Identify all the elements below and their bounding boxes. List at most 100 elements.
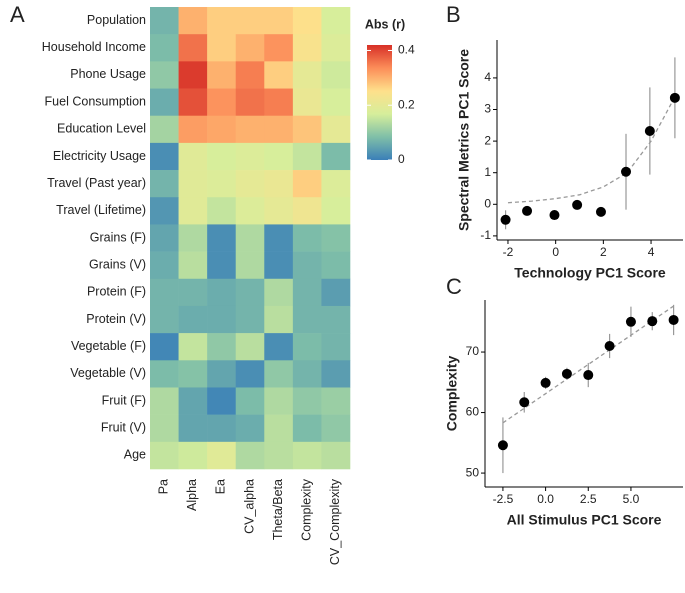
row-label: Electricity Usage: [53, 149, 146, 163]
colorbar-tick-label: 0.4: [398, 43, 415, 57]
heatmap-cell: [150, 441, 179, 470]
heatmap-cell: [292, 333, 322, 361]
column-label: Alpha: [185, 479, 199, 511]
heatmap-cell: [207, 251, 237, 280]
colorbar-tick-label: 0.2: [398, 97, 415, 111]
heatmap-cell: [178, 197, 208, 225]
data-point: [572, 199, 583, 210]
heatmap-cell: [321, 61, 351, 89]
y-tick-label: 3: [484, 102, 491, 116]
y-axis-label: Complexity: [444, 356, 460, 432]
heatmap-cell: [292, 88, 322, 117]
row-label: Grains (V): [89, 257, 146, 271]
data-point: [519, 397, 530, 408]
data-point: [668, 314, 679, 325]
heatmap-cell: [150, 34, 179, 62]
heatmap-cell: [150, 142, 179, 171]
heatmap-cell: [321, 88, 351, 117]
row-label: Fruit (F): [102, 393, 146, 407]
heatmap-cell: [264, 61, 294, 89]
heatmap-cell: [178, 7, 208, 35]
heatmap-cell: [264, 278, 294, 307]
y-tick-label: 1: [484, 165, 491, 179]
heatmap-cell: [264, 387, 294, 415]
heatmap-cell: [264, 197, 294, 225]
heatmap-cell: [264, 333, 294, 361]
heatmap-cell: [235, 278, 265, 307]
heatmap-cell: [150, 305, 179, 334]
heatmap-cell: [235, 441, 265, 470]
heatmap-cell: [264, 170, 294, 198]
data-point: [540, 377, 551, 388]
row-label: Population: [87, 13, 146, 27]
heatmap-cell: [207, 170, 237, 198]
heatmap-cell: [150, 387, 179, 415]
data-point: [625, 316, 636, 327]
column-label: Complexity: [299, 478, 313, 541]
heatmap-cell: [321, 360, 351, 388]
heatmap-cell: [207, 34, 237, 62]
heatmap-cell: [235, 224, 265, 252]
heatmap-cell: [292, 251, 322, 280]
heatmap-cell: [235, 387, 265, 415]
heatmap-cell: [321, 224, 351, 252]
column-label: CV_alpha: [242, 479, 256, 534]
heatmap-cell: [150, 360, 179, 388]
heatmap-cell: [321, 34, 351, 62]
y-tick-label: 50: [466, 465, 480, 479]
row-label: Fuel Consumption: [45, 94, 146, 108]
heatmap-cell: [292, 224, 322, 252]
heatmap-cell: [207, 414, 237, 443]
heatmap-cell: [235, 7, 265, 35]
heatmap-cell: [292, 170, 322, 198]
row-label: Phone Usage: [70, 67, 146, 81]
heatmap-cell: [178, 251, 208, 280]
data-point: [621, 166, 632, 177]
heatmap-cell: [178, 333, 208, 361]
heatmap-cell: [178, 170, 208, 198]
heatmap-cell: [235, 170, 265, 198]
heatmap-cell: [292, 115, 322, 144]
heatmap-cell: [150, 414, 179, 443]
heatmap-cell: [178, 142, 208, 171]
data-point: [595, 206, 606, 217]
row-label: Protein (F): [87, 285, 146, 299]
heatmap-cell: [321, 251, 351, 280]
heatmap-cell: [235, 305, 265, 334]
y-tick-label: 4: [484, 70, 491, 84]
heatmap-cell: [321, 278, 351, 307]
row-label: Household Income: [42, 40, 146, 54]
x-tick-label: 2.5: [580, 492, 597, 506]
heatmap-cell: [207, 61, 237, 89]
heatmap-cell: [207, 387, 237, 415]
y-tick-label: 2: [484, 133, 491, 147]
heatmap-cell: [207, 7, 237, 35]
heatmap-cell: [235, 333, 265, 361]
x-tick-label: -2.5: [493, 492, 514, 506]
heatmap-cell: [235, 88, 265, 117]
x-tick-label: 4: [648, 245, 655, 259]
heatmap-cell: [207, 88, 237, 117]
heatmap-cell: [207, 360, 237, 388]
heatmap-cell: [264, 305, 294, 334]
heatmap-cell: [321, 170, 351, 198]
heatmap-cell: [207, 115, 237, 144]
heatmap-cell: [292, 441, 322, 470]
heatmap-cell: [178, 224, 208, 252]
row-label: Fruit (V): [101, 421, 146, 435]
heatmap-cell: [150, 278, 179, 307]
y-tick-label: 70: [466, 344, 480, 358]
data-point: [522, 205, 533, 216]
heatmap-cell: [292, 142, 322, 171]
row-label: Grains (F): [90, 230, 146, 244]
colorbar-tick-label: 0: [398, 152, 405, 166]
heatmap-cell: [150, 170, 179, 198]
heatmap-cell: [235, 414, 265, 443]
data-point: [669, 92, 680, 103]
heatmap-cell: [264, 251, 294, 280]
heatmap-cell: [178, 115, 208, 144]
heatmap-cell: [150, 88, 179, 117]
heatmap-cell: [292, 305, 322, 334]
heatmap-cell: [235, 34, 265, 62]
